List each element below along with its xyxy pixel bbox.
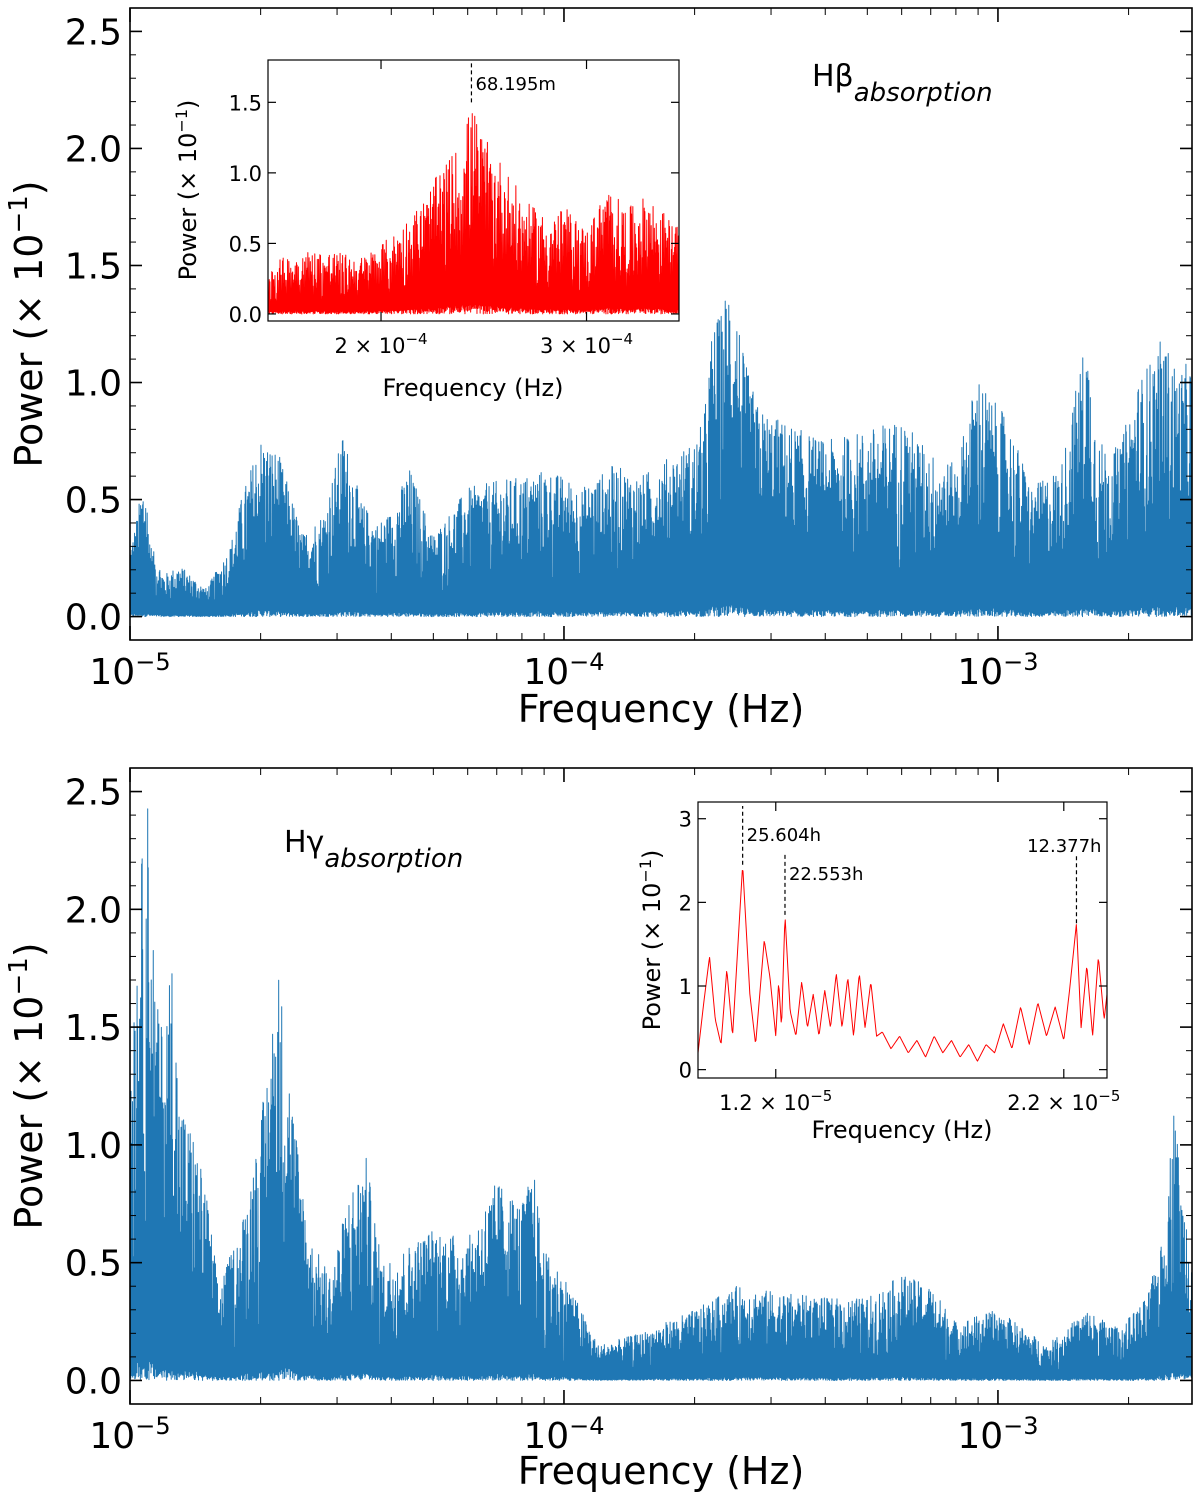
- main-series-line: [129, 300, 1193, 618]
- inset-x-tick-label: 1.2 × 10−5: [719, 1087, 832, 1115]
- hgamma-inset-y-axis-label: Power (× 10−1): [636, 850, 667, 1031]
- hbeta-title: Hβabsorption: [812, 59, 993, 108]
- hbeta-inset-annotations: 68.195m: [470, 60, 556, 103]
- hbeta-inset: 68.195m 0.0 0.5 1.0 1.5 2 × 10−4 3 × 10−4 Po…: [172, 59, 680, 402]
- y-tick-label: 0.5: [65, 1244, 122, 1285]
- y-tick-label: 0.0: [65, 1361, 122, 1402]
- hbeta-y-axis-label: Power (× 10−1): [4, 180, 51, 467]
- y-tick-label: 1.0: [65, 1126, 122, 1167]
- hgamma-title: Hγabsorption: [284, 825, 463, 874]
- inset-x-tick-label: 2.2 × 10−5: [1007, 1087, 1120, 1115]
- hgamma-x-ticks: 10−5 10−4 10−3: [89, 768, 1130, 1457]
- y-tick-label: 1.0: [65, 364, 122, 405]
- inset-y-tick-label: 1.5: [229, 91, 262, 115]
- hbeta-y-ticks: 0.0 0.5 1.0 1.5 2.0 2.5: [65, 12, 1192, 639]
- x-tick-label: 10−5: [89, 648, 170, 693]
- hbeta-inset-y-axis-label: Power (× 10−1): [172, 100, 203, 281]
- hbeta-inset-y-ticks: 0.0 0.5 1.0 1.5: [229, 91, 679, 327]
- hbeta-x-ticks: 10−5 10−4 10−3: [89, 8, 1130, 693]
- inset-y-tick-label: 1.0: [229, 162, 262, 186]
- hgamma-x-axis-label: Frequency (Hz): [518, 1449, 805, 1493]
- hgamma-inset-x-ticks: 1.2 × 10−5 2.2 × 10−5: [719, 802, 1120, 1115]
- x-tick-label: 10−4: [523, 648, 604, 693]
- x-tick-label: 10−3: [957, 648, 1038, 693]
- hgamma-inset-y-ticks: 0 1 2 3: [679, 808, 1107, 1083]
- hgamma-panel: 0.0 0.5 1.0 1.5 2.0 2.5 10−5 10−4 10−3 Power (×…: [4, 767, 1193, 1493]
- hgamma-inset-background: [698, 802, 1107, 1078]
- hbeta-inset-x-axis-label: Frequency (Hz): [383, 374, 564, 402]
- hgamma-y-axis-label: Power (× 10−1): [4, 942, 51, 1229]
- y-tick-label: 1.5: [65, 246, 122, 287]
- inset-series-line: [697, 869, 1108, 1062]
- hbeta-inset-x-ticks: 2 × 10−4 3 × 10−4: [334, 60, 633, 358]
- y-tick-label: 2.0: [65, 129, 122, 170]
- inset-series-line: [267, 113, 680, 315]
- hbeta-plot-frame: [129, 7, 1193, 641]
- x-tick-label: 10−3: [957, 1412, 1038, 1457]
- hbeta-panel: 0.0 0.5 1.0 1.5 2.0 2.5 10−5 10−4 10−3 Power (×…: [4, 7, 1193, 731]
- peak-label: 68.195m: [475, 74, 556, 95]
- inset-y-tick-label: 0.5: [229, 232, 262, 256]
- y-tick-label: 2.0: [65, 890, 122, 931]
- y-tick-label: 2.5: [65, 12, 122, 53]
- hgamma-inset-annotations: 25.604h 22.553h 12.377h: [742, 806, 1101, 924]
- y-tick-label: 1.5: [65, 1008, 122, 1049]
- hgamma-y-ticks: 0.0 0.5 1.0 1.5 2.0 2.5: [65, 773, 1192, 1402]
- hgamma-inset-series: [697, 869, 1108, 1062]
- main-series-line: [129, 808, 1193, 1381]
- hbeta-inset-frame: [267, 59, 680, 322]
- inset-x-tick-label: 2 × 10−4: [334, 330, 427, 358]
- x-tick-label: 10−4: [523, 1412, 604, 1457]
- hbeta-inset-series: [267, 113, 680, 315]
- peak-label: 12.377h: [1027, 836, 1101, 857]
- hbeta-series: [129, 300, 1193, 618]
- y-tick-label: 0.5: [65, 481, 122, 522]
- inset-y-tick-label: 3: [679, 808, 692, 832]
- peak-label: 22.553h: [789, 864, 863, 885]
- inset-y-tick-label: 0: [679, 1059, 692, 1083]
- inset-y-tick-label: 2: [679, 891, 692, 915]
- peak-label: 25.604h: [747, 825, 821, 846]
- hgamma-inset-frame: [697, 801, 1108, 1079]
- hgamma-series: [129, 808, 1193, 1381]
- hgamma-inset-x-axis-label: Frequency (Hz): [812, 1116, 993, 1144]
- y-tick-label: 0.0: [65, 598, 122, 639]
- inset-y-tick-label: 1: [679, 975, 692, 999]
- hbeta-x-axis-label: Frequency (Hz): [518, 687, 805, 731]
- hgamma-inset: 25.604h 22.553h 12.377h 0 1 2 3 1.2 × 10−5 2.2…: [636, 801, 1120, 1144]
- hgamma-plot-frame: [129, 767, 1193, 1405]
- inset-x-tick-label: 3 × 10−4: [540, 330, 633, 358]
- x-tick-label: 10−5: [89, 1412, 170, 1457]
- y-tick-label: 2.5: [65, 773, 122, 814]
- inset-y-tick-label: 0.0: [229, 303, 262, 327]
